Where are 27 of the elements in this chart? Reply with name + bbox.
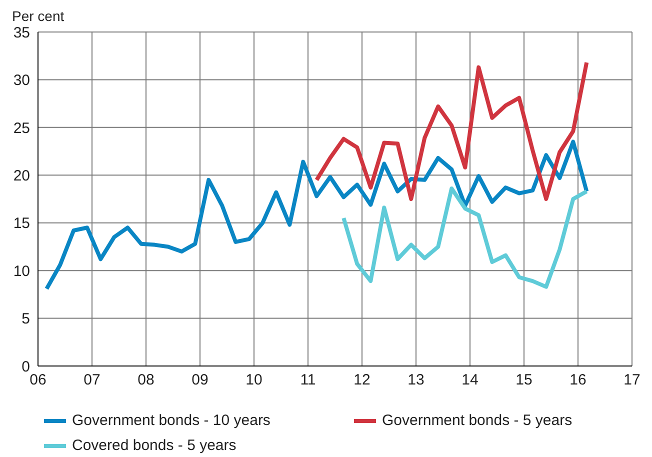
x-tick-label: 17 (624, 372, 640, 389)
legend-label: Government bonds - 5 years (382, 412, 572, 429)
x-tick-label: 13 (408, 372, 424, 389)
y-tick-label: 15 (13, 215, 30, 232)
x-tick-label: 06 (30, 372, 46, 389)
x-tick-label: 14 (462, 372, 478, 389)
line-series (44, 140, 589, 291)
x-tick-label: 07 (84, 372, 100, 389)
line-series (314, 60, 589, 201)
y-axis-title: Per cent (11, 8, 66, 24)
x-tick-label: 11 (300, 372, 316, 389)
x-tick-label: 16 (570, 372, 586, 389)
x-tick-label: 12 (354, 372, 370, 389)
y-tick-label: 10 (13, 262, 30, 280)
x-tick-label: 09 (192, 372, 208, 389)
x-tick-label: 08 (138, 372, 154, 389)
line-series (342, 186, 589, 289)
legend-label: Government bonds - 10 years (72, 412, 270, 429)
y-tick-label: 30 (13, 72, 30, 90)
y-tick-label: 20 (13, 167, 30, 184)
x-tick-label: 10 (246, 372, 262, 389)
x-tick-label: 15 (516, 372, 532, 389)
y-tick-label: 35 (13, 24, 30, 42)
y-tick-label: 0 (22, 358, 30, 376)
legend-label: Covered bonds - 5 years (72, 437, 236, 454)
y-tick-label: 25 (13, 120, 30, 137)
y-tick-label: 5 (22, 310, 30, 328)
